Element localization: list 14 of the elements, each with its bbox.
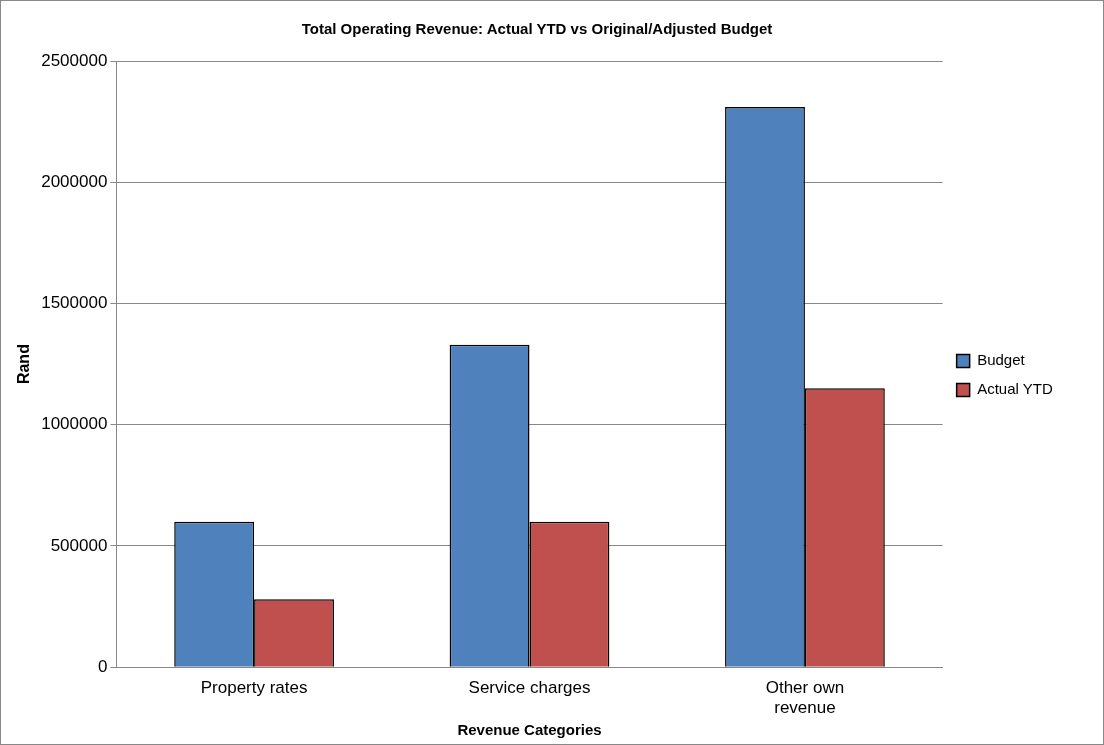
y-tick-label: 1000000 [41, 414, 108, 434]
x-tick-label: Property rates [200, 678, 308, 698]
x-axis-title: Revenue Categories [457, 721, 602, 739]
y-axis-title: Rand [15, 344, 33, 385]
chart-title: Total Operating Revenue: Actual YTD vs Original/Adjusted Budget [301, 20, 773, 38]
legend-label: Actual YTD [977, 380, 1053, 398]
y-tick-label: 2000000 [41, 171, 108, 191]
y-tick-label: 1500000 [41, 293, 108, 313]
y-tick-label: 500000 [50, 535, 108, 555]
x-tick-label: Other own revenue [765, 678, 845, 718]
y-tick-label: 0 [97, 656, 108, 676]
legend-label: Budget [977, 351, 1026, 369]
y-tick-label: 2500000 [41, 50, 108, 70]
x-tick-label: Service charges [468, 678, 591, 698]
